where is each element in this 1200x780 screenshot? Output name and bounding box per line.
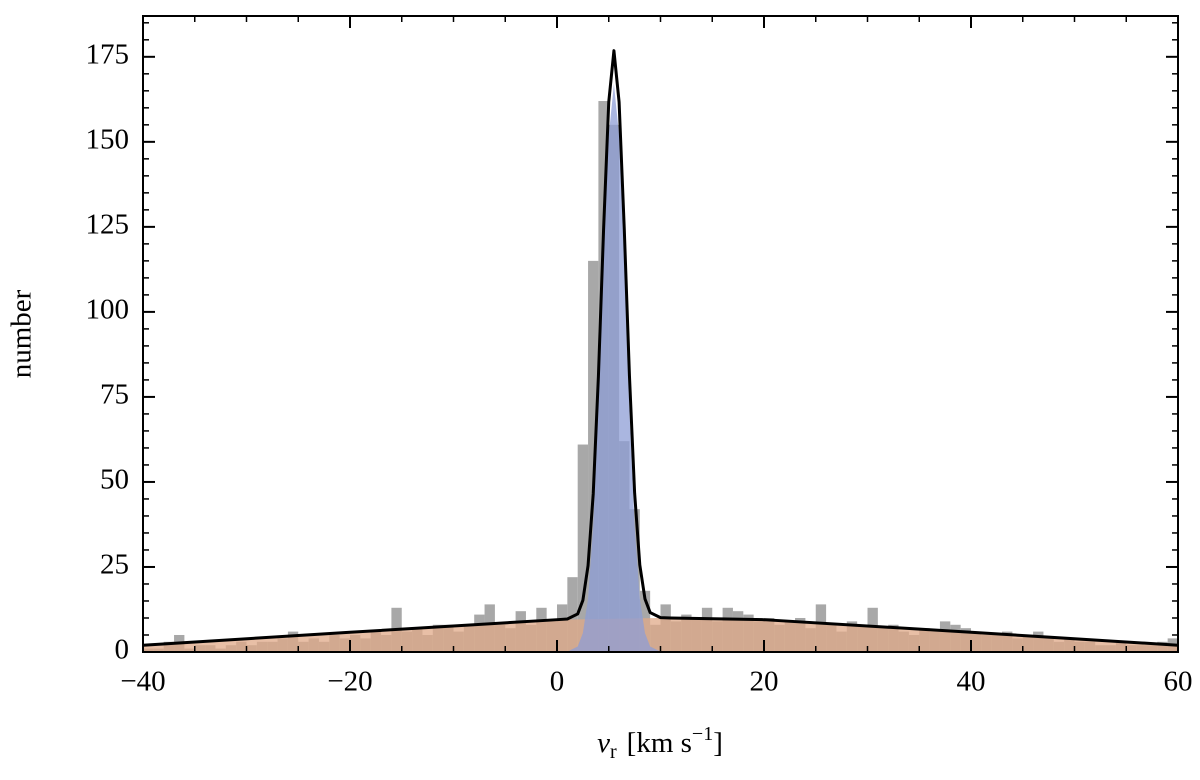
y-tick-label: 50 bbox=[100, 464, 129, 496]
component-area bbox=[143, 617, 1178, 652]
y-tick-label: 150 bbox=[86, 123, 130, 155]
plot-frame bbox=[142, 15, 1179, 653]
y-tick-label: 0 bbox=[115, 634, 130, 666]
x-tick-label: 40 bbox=[957, 666, 986, 698]
y-tick-label: 100 bbox=[86, 294, 130, 326]
x-tick-label: −20 bbox=[327, 666, 372, 698]
total-fit-line bbox=[142, 49, 1179, 647]
x-tick-label: −40 bbox=[120, 666, 165, 698]
x-tick-label: 20 bbox=[750, 666, 779, 698]
y-tick-label: 25 bbox=[100, 549, 129, 581]
component-area bbox=[557, 84, 671, 653]
x-tick-label: 60 bbox=[1164, 666, 1193, 698]
y-axis-label: number bbox=[6, 289, 38, 378]
x-axis-label: vr [km s−1] bbox=[597, 723, 723, 763]
histogram-bar bbox=[577, 444, 589, 652]
y-tick-label: 175 bbox=[86, 38, 130, 70]
y-tick-label: 75 bbox=[100, 379, 129, 411]
histogram-bar bbox=[588, 260, 599, 652]
y-tick-label: 125 bbox=[86, 209, 130, 241]
x-tick-label: 0 bbox=[550, 666, 565, 698]
histogram-bar bbox=[567, 577, 578, 652]
